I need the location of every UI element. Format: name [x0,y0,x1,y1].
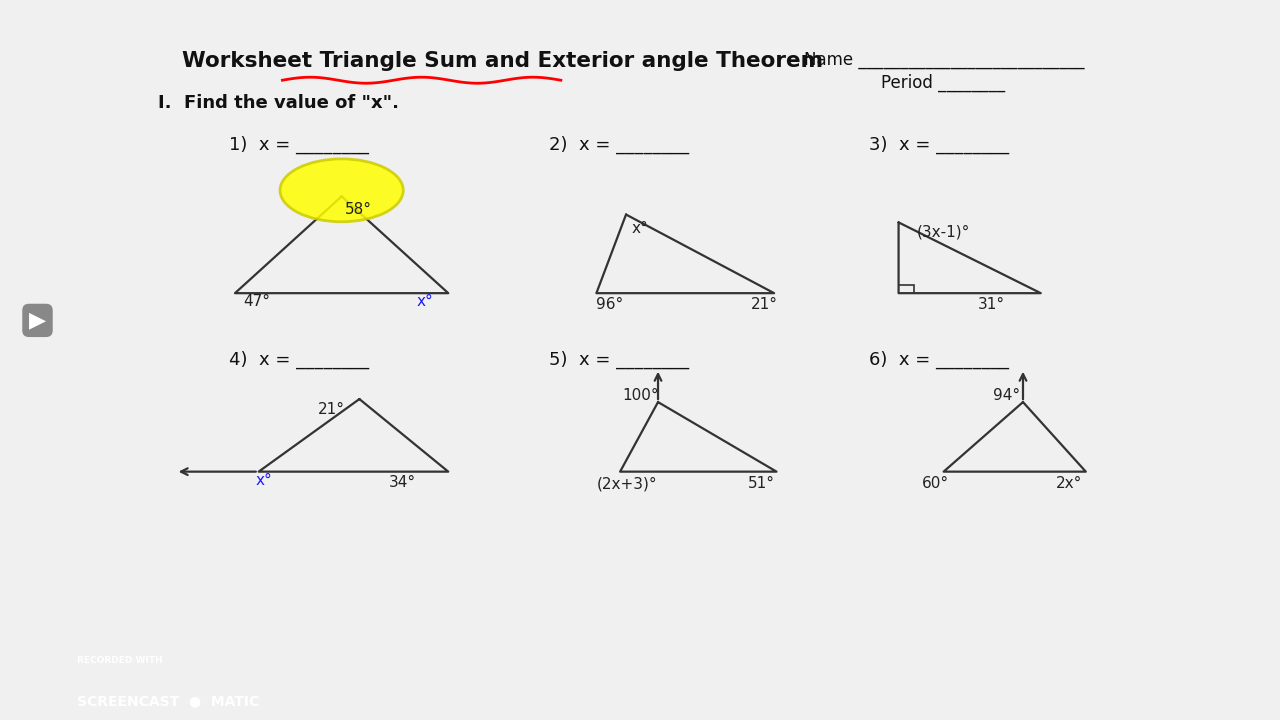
Text: 4)  x = ________: 4) x = ________ [229,351,369,369]
Text: 3)  x = ________: 3) x = ________ [869,136,1009,154]
Text: I.  Find the value of "x".: I. Find the value of "x". [157,94,399,112]
Text: 100°: 100° [622,388,659,403]
Text: 6)  x = ________: 6) x = ________ [869,351,1009,369]
Circle shape [280,159,403,222]
Text: 5)  x = ________: 5) x = ________ [549,351,689,369]
Text: 2x°: 2x° [1056,477,1083,492]
Text: 47°: 47° [243,294,270,310]
Text: 21°: 21° [317,402,344,417]
Text: 34°: 34° [389,474,416,490]
Text: x°: x° [416,294,433,310]
Text: ▶: ▶ [29,310,46,330]
Text: Worksheet Triangle Sum and Exterior angle Theorem: Worksheet Triangle Sum and Exterior angl… [182,51,823,71]
Text: Name ___________________________: Name ___________________________ [804,51,1084,69]
Text: SCREENCAST  ●  MATIC: SCREENCAST ● MATIC [77,695,259,708]
Text: RECORDED WITH: RECORDED WITH [77,656,163,665]
Text: (3x-1)°: (3x-1)° [916,225,970,240]
Text: x°: x° [632,220,649,235]
Text: 21°: 21° [750,297,777,312]
Text: 31°: 31° [978,297,1005,312]
Text: 1)  x = ________: 1) x = ________ [229,136,369,154]
Text: 94°: 94° [993,388,1020,403]
Text: 2)  x = ________: 2) x = ________ [549,136,689,154]
Text: x°: x° [255,473,271,488]
Text: 58°: 58° [346,202,372,217]
Text: Period ________: Period ________ [881,73,1005,92]
Text: 51°: 51° [748,477,776,492]
Text: (2x+3)°: (2x+3)° [596,477,657,492]
Text: 60°: 60° [923,477,950,492]
Text: 96°: 96° [596,297,623,312]
